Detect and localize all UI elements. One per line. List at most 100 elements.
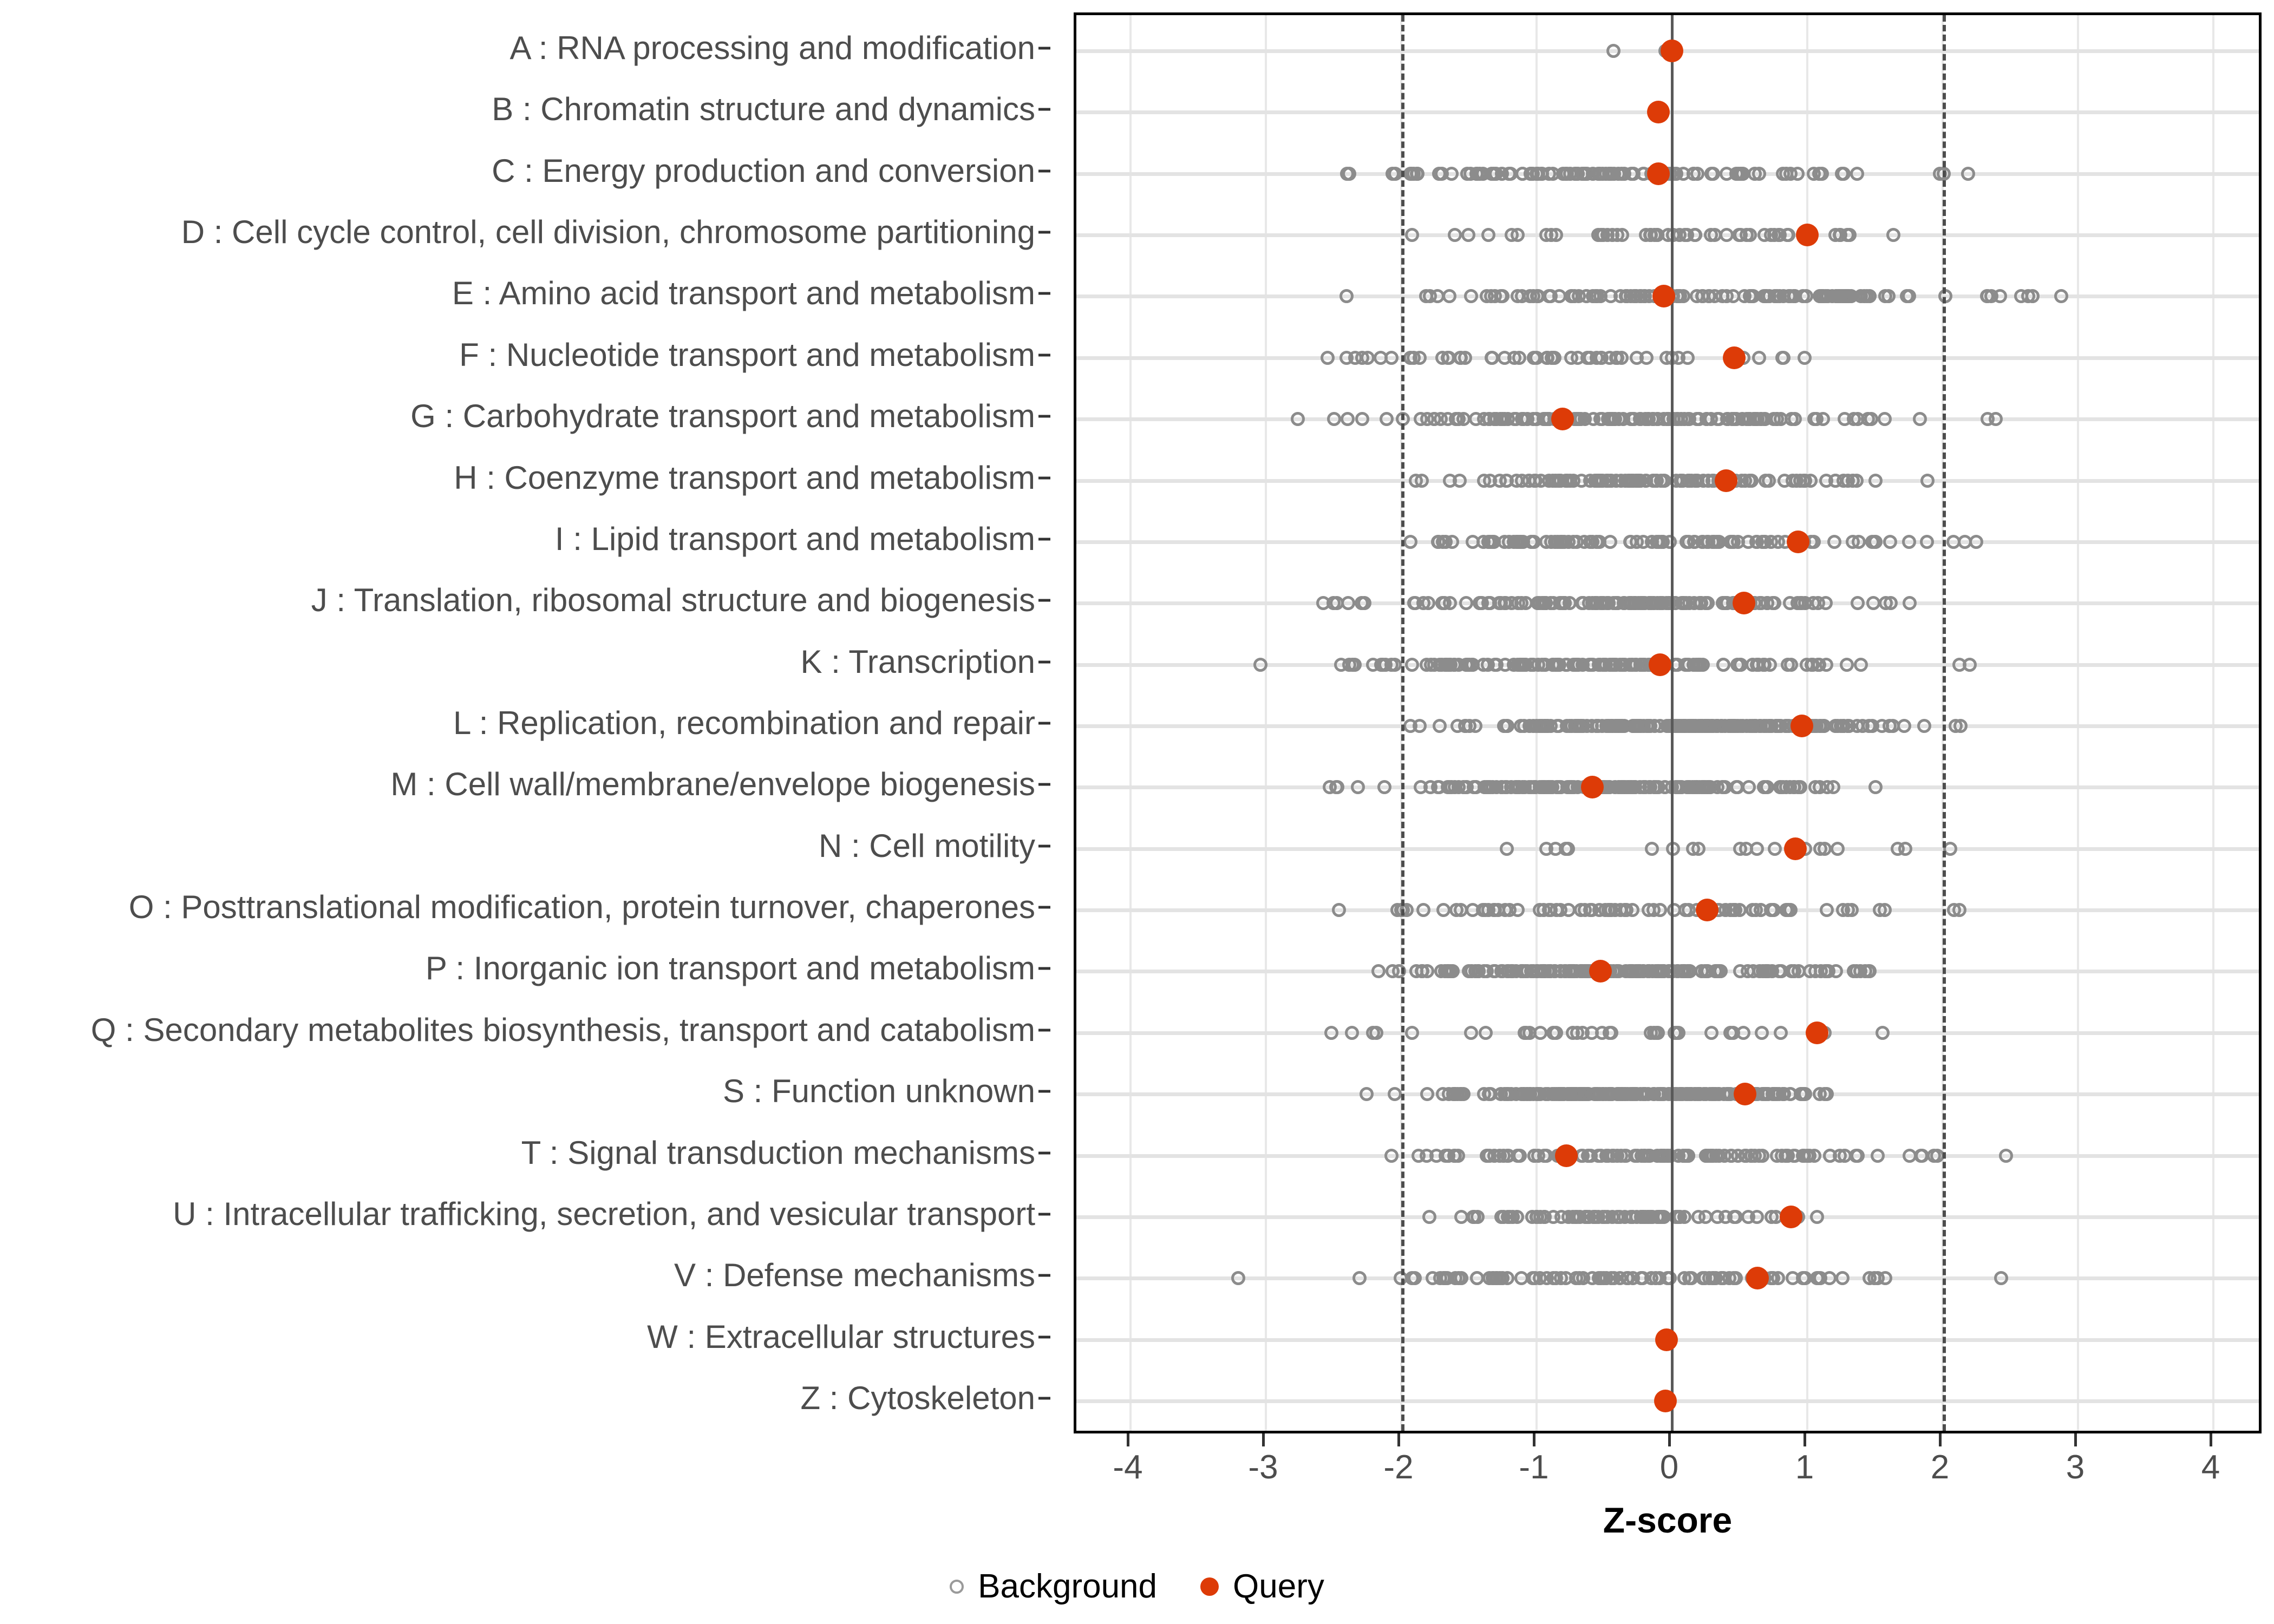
legend-item-background[interactable]: Background [950, 1570, 1157, 1603]
background-point [1902, 289, 1917, 304]
background-point [1348, 350, 1363, 365]
query-point[interactable] [1589, 960, 1612, 983]
background-point [1680, 228, 1695, 243]
background-point [1505, 964, 1520, 979]
background-point [1572, 412, 1587, 427]
query-point[interactable] [1791, 715, 1813, 737]
y-axis-tick [1038, 108, 1050, 111]
background-point [1952, 903, 1967, 918]
y-axis-label: U : Intracellular trafficking, secretion… [173, 1195, 1035, 1232]
background-point [1569, 1271, 1583, 1286]
background-point [1404, 166, 1419, 181]
query-point[interactable] [1780, 1205, 1802, 1228]
y-axis-label: T : Signal transduction mechanisms [521, 1134, 1035, 1171]
background-point [1704, 1025, 1718, 1040]
legend-label-query: Query [1233, 1568, 1324, 1605]
query-point[interactable] [1732, 592, 1755, 615]
y-axis-tick [1038, 1029, 1050, 1032]
y-axis-tick [1038, 1397, 1050, 1400]
background-point [1817, 1087, 1832, 1102]
background-point [1698, 719, 1713, 733]
background-point [1578, 1209, 1593, 1224]
background-point [1818, 596, 1833, 611]
background-point [1798, 596, 1812, 611]
y-axis-label: N : Cell motility [818, 827, 1035, 864]
query-point[interactable] [1647, 162, 1670, 185]
query-point[interactable] [1734, 1083, 1756, 1106]
background-point [1795, 1148, 1810, 1163]
background-point [1627, 596, 1642, 611]
x-axis-tick [1939, 1433, 1942, 1446]
background-point [1570, 1025, 1584, 1040]
query-point[interactable] [1715, 469, 1737, 492]
zero-line [1671, 15, 1674, 1431]
background-point [1514, 473, 1529, 488]
query-point[interactable] [1655, 1328, 1678, 1351]
background-point [1756, 289, 1771, 304]
query-point[interactable] [1796, 224, 1819, 247]
background-point [1876, 1025, 1890, 1040]
query-point[interactable] [1786, 530, 1809, 553]
background-point [1441, 1148, 1455, 1163]
query-point[interactable] [1783, 837, 1807, 860]
query-point[interactable] [1555, 1144, 1578, 1167]
background-point [1330, 780, 1345, 795]
query-point[interactable] [1805, 1021, 1828, 1044]
background-point [1459, 719, 1473, 733]
vertical-gridline [1265, 15, 1267, 1431]
query-point[interactable] [1551, 408, 1574, 431]
query-point[interactable] [1661, 40, 1683, 62]
background-point [1638, 412, 1652, 427]
query-point[interactable] [1580, 776, 1604, 799]
background-point [1499, 1087, 1514, 1102]
background-point [1384, 350, 1399, 365]
background-point [1838, 412, 1852, 427]
open-circle-icon [950, 1580, 964, 1594]
query-point[interactable] [1654, 1390, 1677, 1412]
background-point [1533, 473, 1548, 488]
background-point [1371, 964, 1386, 979]
x-axis-ticklabel: -2 [1383, 1449, 1414, 1486]
x-axis-tick [1533, 1433, 1535, 1446]
background-point [1818, 964, 1832, 979]
x-axis-title: Z-score [1603, 1500, 1733, 1540]
background-point [1628, 1148, 1642, 1163]
background-point [1603, 289, 1618, 304]
background-point [1723, 1025, 1737, 1040]
background-point [1798, 350, 1812, 365]
background-point [1701, 289, 1716, 304]
background-point [1359, 1087, 1374, 1102]
background-point [1541, 964, 1556, 979]
background-point [1862, 964, 1877, 979]
background-point [1544, 719, 1558, 733]
x-axis-ticklabel: 0 [1659, 1449, 1679, 1486]
background-point [1611, 412, 1626, 427]
background-point [1421, 596, 1436, 611]
background-point [1832, 228, 1847, 243]
background-point [1613, 903, 1628, 918]
y-axis-tick [1038, 1151, 1050, 1155]
background-point [1654, 1148, 1669, 1163]
background-point [1611, 166, 1625, 181]
query-point[interactable] [1746, 1267, 1769, 1290]
query-point[interactable] [1647, 101, 1670, 124]
query-point[interactable] [1648, 653, 1671, 676]
background-point [1792, 964, 1806, 979]
background-point [1387, 1087, 1402, 1102]
background-point [1416, 903, 1431, 918]
query-point[interactable] [1696, 899, 1718, 922]
background-point [1566, 534, 1581, 549]
legend-item-query[interactable]: Query [1200, 1570, 1324, 1603]
y-axis-tick [1038, 1213, 1050, 1216]
background-point [1878, 1271, 1892, 1286]
background-point [1341, 412, 1355, 427]
background-point [1544, 534, 1559, 549]
background-point [1791, 166, 1805, 181]
background-point [1463, 1025, 1478, 1040]
background-point [1413, 412, 1428, 427]
y-axis-tick [1038, 1274, 1050, 1277]
background-point [1387, 657, 1402, 672]
query-point[interactable] [1723, 346, 1746, 369]
y-axis-label: O : Posttranslational modification, prot… [128, 889, 1035, 926]
